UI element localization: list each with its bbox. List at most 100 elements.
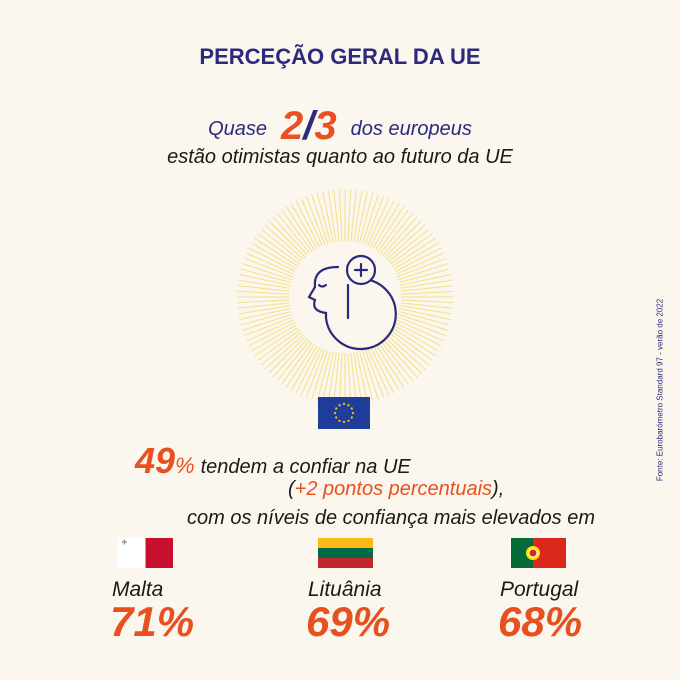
sun-ray bbox=[375, 206, 405, 251]
sun-ray bbox=[353, 190, 363, 242]
sun-ray bbox=[384, 336, 422, 374]
page-title: PERCEÇÃO GERAL DA UE bbox=[199, 44, 481, 69]
fraction-num: 2 bbox=[281, 104, 304, 148]
sun-ray bbox=[347, 189, 352, 242]
sun-ray bbox=[239, 274, 291, 286]
country-value: 69% bbox=[306, 598, 391, 645]
sun-ray bbox=[316, 350, 331, 402]
sun-ray bbox=[260, 228, 302, 263]
sun-ray bbox=[238, 279, 290, 289]
sun-ray bbox=[248, 321, 296, 347]
sun-ray bbox=[246, 319, 295, 342]
sun-ray bbox=[264, 334, 304, 370]
sun-ray bbox=[400, 290, 453, 295]
sun-ray bbox=[377, 342, 409, 385]
trust-highest-text: com os níveis de confiança mais elevados… bbox=[187, 507, 595, 529]
malta-flag bbox=[118, 538, 173, 568]
sun-ray bbox=[361, 194, 379, 244]
sun-ray bbox=[238, 305, 290, 315]
sun-ray bbox=[386, 224, 426, 260]
sun-ray bbox=[290, 203, 318, 249]
sun-ray bbox=[394, 247, 442, 273]
sun-ray bbox=[377, 209, 409, 252]
sun-ray bbox=[311, 350, 329, 400]
sun-ray bbox=[364, 195, 385, 245]
sun-ray bbox=[251, 242, 297, 270]
paren-open: ( bbox=[288, 478, 295, 500]
sun-ray bbox=[347, 352, 352, 405]
sun-ray bbox=[353, 352, 363, 404]
trust-change: (+2 pontos percentuais), bbox=[288, 478, 504, 501]
sun-ray bbox=[388, 331, 430, 366]
sun-ray bbox=[237, 299, 290, 304]
trust-text: tendem a confiar na UE bbox=[200, 456, 411, 478]
sun-ray bbox=[350, 352, 357, 405]
sun-ray bbox=[316, 192, 331, 244]
headline-pre: Quase bbox=[208, 118, 268, 140]
sun-ray bbox=[237, 290, 290, 295]
sun-ray bbox=[311, 194, 329, 244]
eu-star bbox=[333, 411, 337, 415]
sun-ray bbox=[295, 346, 321, 394]
sun-ray bbox=[254, 237, 299, 267]
eu-star bbox=[347, 419, 350, 422]
eu-star bbox=[335, 407, 338, 410]
eu-star bbox=[335, 416, 338, 419]
sun-ray bbox=[322, 191, 334, 243]
sun-ray bbox=[268, 220, 306, 258]
sun-ray bbox=[390, 329, 433, 361]
eu-star bbox=[342, 420, 346, 424]
sun-ray bbox=[391, 327, 436, 357]
country-name: Portugal bbox=[500, 578, 579, 601]
sun-ray bbox=[394, 321, 442, 347]
source-note: Fonte: Eurobarómetro Standard 97 - verão… bbox=[655, 298, 665, 482]
sun-ray bbox=[350, 189, 357, 242]
eu-star bbox=[338, 419, 341, 422]
sun-ray bbox=[257, 329, 300, 361]
sun-ray bbox=[359, 192, 374, 244]
sun-ray bbox=[399, 308, 451, 320]
sun-ray bbox=[338, 352, 343, 405]
headline: Quase 2/3 dos europeus bbox=[0, 104, 680, 149]
sun-ray bbox=[240, 268, 292, 283]
eu-star bbox=[351, 411, 355, 415]
country-value: 71% bbox=[110, 598, 195, 645]
sun-ray bbox=[333, 189, 340, 242]
trust-change-value: +2 pontos percentuais bbox=[294, 478, 493, 500]
sun-ray bbox=[248, 247, 296, 273]
sun-ray bbox=[379, 340, 414, 382]
sun-ray bbox=[372, 345, 400, 391]
fraction-den: 3 bbox=[314, 104, 337, 148]
sun-ray bbox=[322, 351, 334, 403]
sun-ray bbox=[295, 200, 321, 248]
sun-ray bbox=[386, 334, 426, 370]
paren-close: ), bbox=[492, 478, 505, 500]
sun-ray bbox=[369, 200, 395, 248]
trust-value: 49 bbox=[135, 440, 176, 481]
eu-star bbox=[347, 404, 350, 407]
sun-ray bbox=[356, 351, 368, 403]
sun-ray bbox=[242, 313, 292, 331]
sun-ray bbox=[379, 212, 414, 254]
country-value: 68% bbox=[498, 598, 583, 645]
sun-ray bbox=[243, 316, 293, 337]
fraction-slash: / bbox=[303, 104, 315, 148]
sun-ray bbox=[384, 220, 422, 258]
sun-ray bbox=[399, 274, 451, 286]
sun-ray bbox=[327, 190, 337, 242]
sun-ray bbox=[391, 237, 436, 267]
sun-ray bbox=[333, 352, 340, 405]
sun-ray bbox=[400, 299, 453, 304]
sun-ray bbox=[251, 324, 297, 352]
sun-ray bbox=[272, 216, 308, 256]
sun-ray bbox=[397, 257, 447, 278]
headline-post: dos europeus bbox=[350, 118, 472, 140]
sun-ray bbox=[400, 279, 452, 289]
optimistic-head-plus-icon bbox=[307, 254, 397, 351]
sun-ray bbox=[300, 198, 323, 247]
sunburst-graphic bbox=[237, 189, 453, 405]
sun-ray bbox=[375, 343, 405, 388]
sun-ray bbox=[361, 350, 379, 400]
sun-ray bbox=[240, 311, 292, 326]
